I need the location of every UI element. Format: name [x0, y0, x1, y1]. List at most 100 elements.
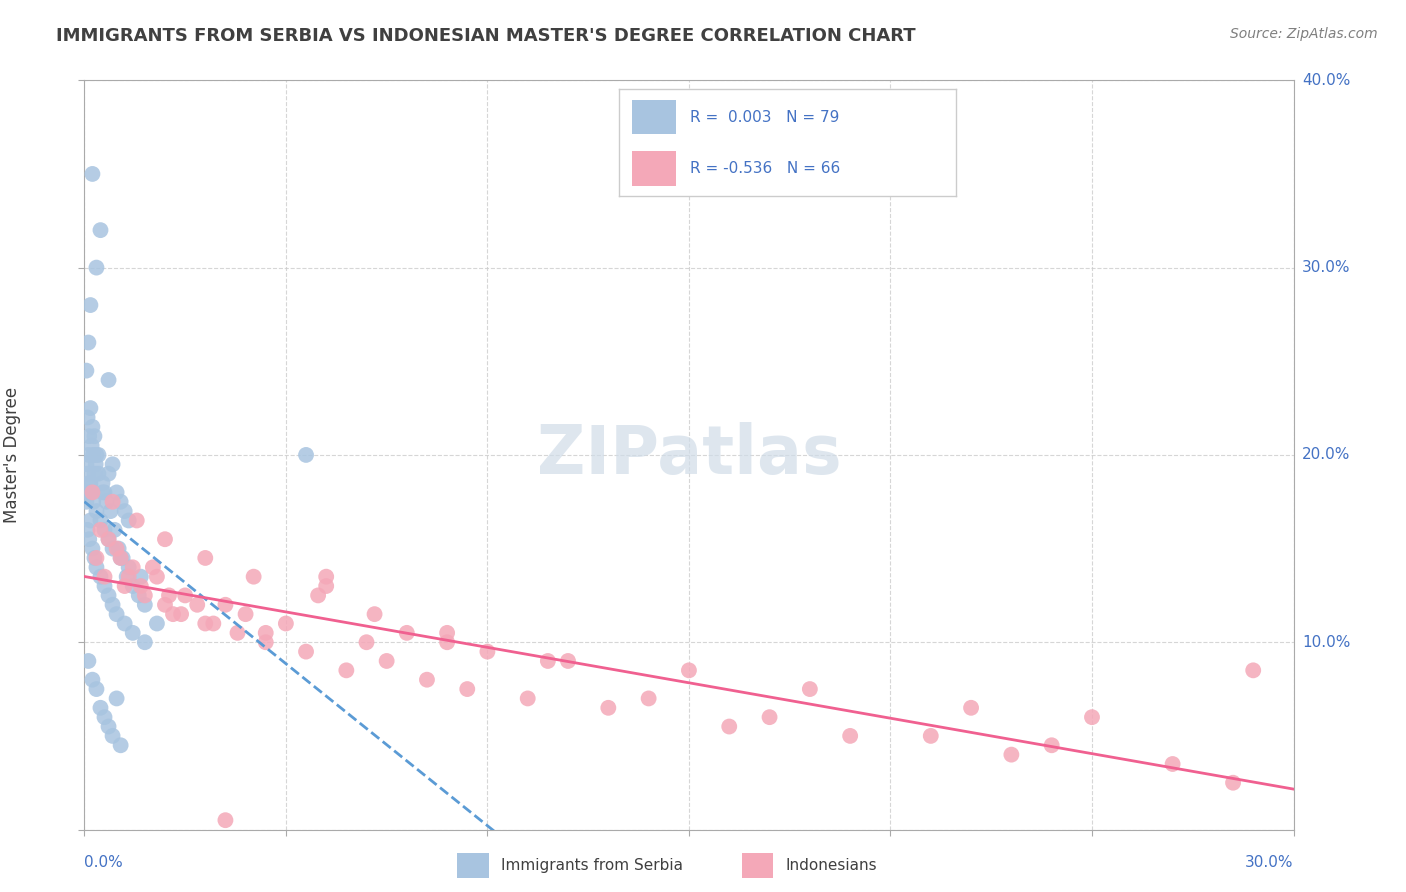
- Point: [83, 467, 105, 481]
- Text: Immigrants from Serbia: Immigrants from Serbia: [502, 858, 683, 872]
- Point: [110, 551, 132, 566]
- Point: [254, 626, 277, 640]
- Text: R =  0.003   N = 79: R = 0.003 N = 79: [689, 110, 839, 125]
- Point: [110, 739, 132, 753]
- Point: [537, 654, 560, 668]
- Point: [174, 589, 197, 603]
- Point: [356, 635, 378, 649]
- Point: [416, 673, 439, 687]
- Point: [97, 719, 120, 733]
- Point: [101, 729, 124, 743]
- Point: [153, 598, 176, 612]
- Point: [93, 710, 115, 724]
- Point: [118, 514, 141, 528]
- FancyBboxPatch shape: [633, 100, 676, 134]
- Point: [363, 607, 385, 621]
- Point: [960, 701, 983, 715]
- Point: [477, 644, 499, 658]
- Point: [77, 335, 100, 350]
- Text: 30.0%: 30.0%: [1246, 855, 1294, 870]
- Point: [77, 532, 100, 546]
- Point: [839, 729, 862, 743]
- Text: 40.0%: 40.0%: [1302, 73, 1350, 87]
- Point: [153, 532, 176, 546]
- Point: [395, 626, 418, 640]
- Bar: [457, 853, 489, 878]
- Point: [93, 523, 115, 537]
- Point: [86, 551, 108, 566]
- Point: [194, 551, 217, 566]
- Point: [125, 514, 148, 528]
- Point: [118, 570, 141, 584]
- Point: [799, 682, 821, 697]
- Point: [295, 448, 318, 462]
- Point: [97, 373, 120, 387]
- Point: [97, 532, 120, 546]
- Point: [82, 673, 104, 687]
- Point: [110, 494, 132, 508]
- Point: [75, 457, 97, 471]
- Point: [79, 476, 101, 491]
- Point: [134, 635, 156, 649]
- Point: [235, 607, 257, 621]
- Point: [598, 701, 620, 715]
- Point: [96, 494, 118, 508]
- Point: [128, 589, 150, 603]
- Point: [86, 260, 108, 275]
- Point: [77, 476, 100, 491]
- Point: [121, 579, 143, 593]
- Point: [89, 223, 111, 237]
- Point: [79, 298, 101, 312]
- Point: [82, 420, 104, 434]
- Point: [557, 654, 579, 668]
- Point: [80, 485, 103, 500]
- Point: [77, 654, 100, 668]
- Point: [97, 532, 120, 546]
- Point: [101, 457, 124, 471]
- Point: [142, 560, 165, 574]
- Text: 10.0%: 10.0%: [1302, 635, 1350, 649]
- Point: [86, 448, 108, 462]
- Point: [758, 710, 780, 724]
- Point: [146, 570, 169, 584]
- Point: [162, 607, 184, 621]
- Point: [80, 438, 103, 452]
- Point: [1081, 710, 1104, 724]
- Bar: [742, 853, 773, 878]
- Point: [307, 589, 329, 603]
- Point: [456, 682, 478, 697]
- Text: Source: ZipAtlas.com: Source: ZipAtlas.com: [1230, 27, 1378, 41]
- Point: [105, 485, 128, 500]
- Point: [295, 644, 318, 658]
- Point: [84, 457, 107, 471]
- Point: [82, 541, 104, 556]
- Point: [118, 560, 141, 574]
- Point: [335, 664, 357, 678]
- Point: [87, 467, 110, 481]
- Point: [77, 448, 100, 462]
- Point: [97, 467, 120, 481]
- Point: [202, 616, 225, 631]
- Point: [79, 401, 101, 416]
- Point: [82, 167, 104, 181]
- Point: [87, 448, 110, 462]
- Point: [86, 682, 108, 697]
- Point: [1161, 756, 1184, 771]
- Point: [170, 607, 193, 621]
- FancyBboxPatch shape: [633, 152, 676, 186]
- Point: [129, 570, 152, 584]
- Point: [86, 560, 108, 574]
- Point: [375, 654, 398, 668]
- Point: [516, 691, 538, 706]
- Point: [105, 541, 128, 556]
- Point: [91, 485, 114, 500]
- Point: [76, 467, 98, 481]
- Point: [1222, 776, 1244, 790]
- Point: [157, 589, 180, 603]
- Point: [82, 448, 104, 462]
- Point: [121, 560, 143, 574]
- Point: [254, 635, 277, 649]
- Text: Master's Degree: Master's Degree: [3, 387, 21, 523]
- Point: [97, 589, 120, 603]
- Point: [146, 616, 169, 631]
